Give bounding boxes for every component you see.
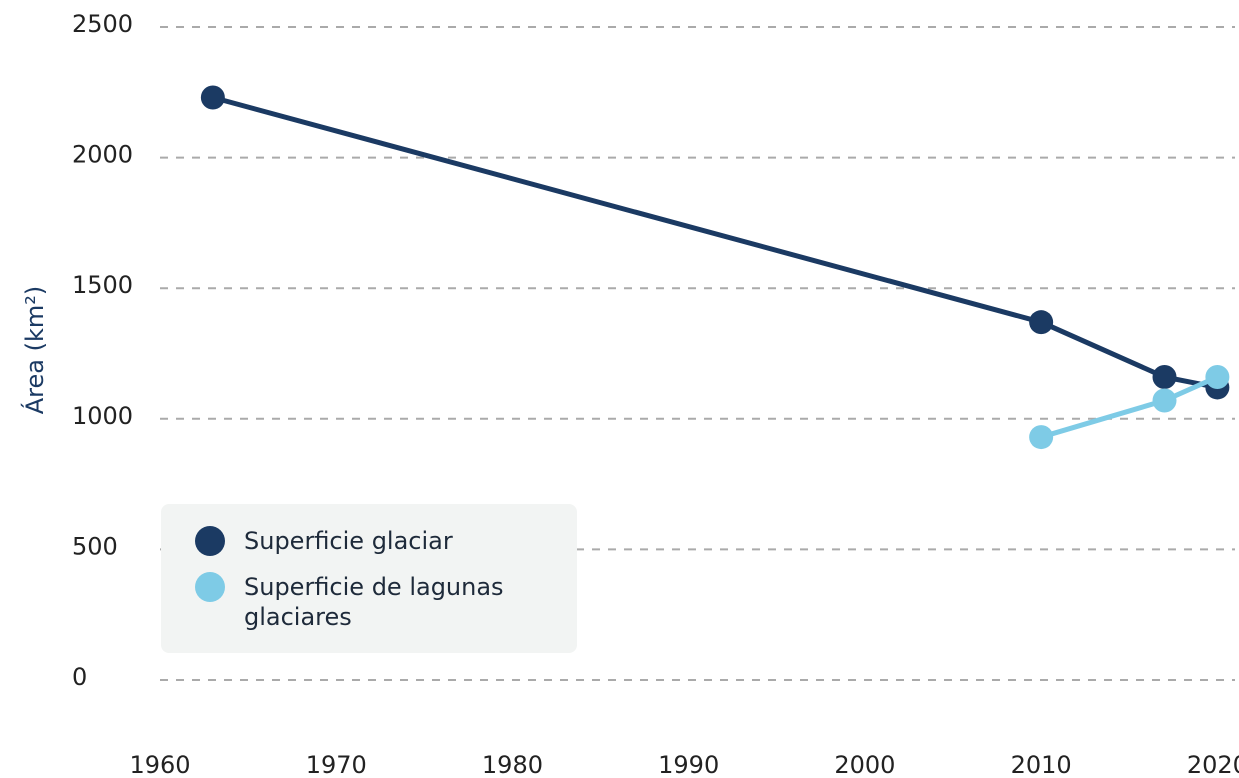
legend-entry: Superficie glaciar [195,526,557,556]
data-point [1029,310,1054,335]
legend-entry: Superficie de lagunas glaciares [195,572,557,632]
y-tick-label: 1000 [72,402,133,430]
x-tick-label: 1960 [129,751,190,778]
y-tick-label: 2500 [72,10,133,38]
y-tick-label: 0 [72,663,87,691]
y-axis-label: Área (km²) [20,286,49,414]
data-point [1029,425,1054,450]
y-tick-label: 2000 [72,141,133,169]
data-point [200,85,225,110]
legend: Superficie glaciar Superficie de lagunas … [161,504,577,653]
legend-label: Superficie de lagunas glaciares [244,573,504,631]
x-tick-label: 2020 [1187,751,1239,778]
legend-swatch [195,526,225,556]
y-tick-label: 1500 [72,271,133,299]
legend-label: Superficie glaciar [244,527,453,555]
x-tick-label: 1990 [658,751,719,778]
x-tick-label: 1970 [306,751,367,778]
x-tick-label: 2000 [834,751,895,778]
series-line [1040,374,1219,440]
data-point [1152,388,1177,413]
series-line [212,95,1218,390]
y-tick-label: 500 [72,532,118,560]
data-point [1205,365,1230,390]
x-tick-label: 2010 [1011,751,1072,778]
x-tick-label: 1980 [482,751,543,778]
data-point [1152,365,1177,390]
legend-swatch [195,572,225,602]
